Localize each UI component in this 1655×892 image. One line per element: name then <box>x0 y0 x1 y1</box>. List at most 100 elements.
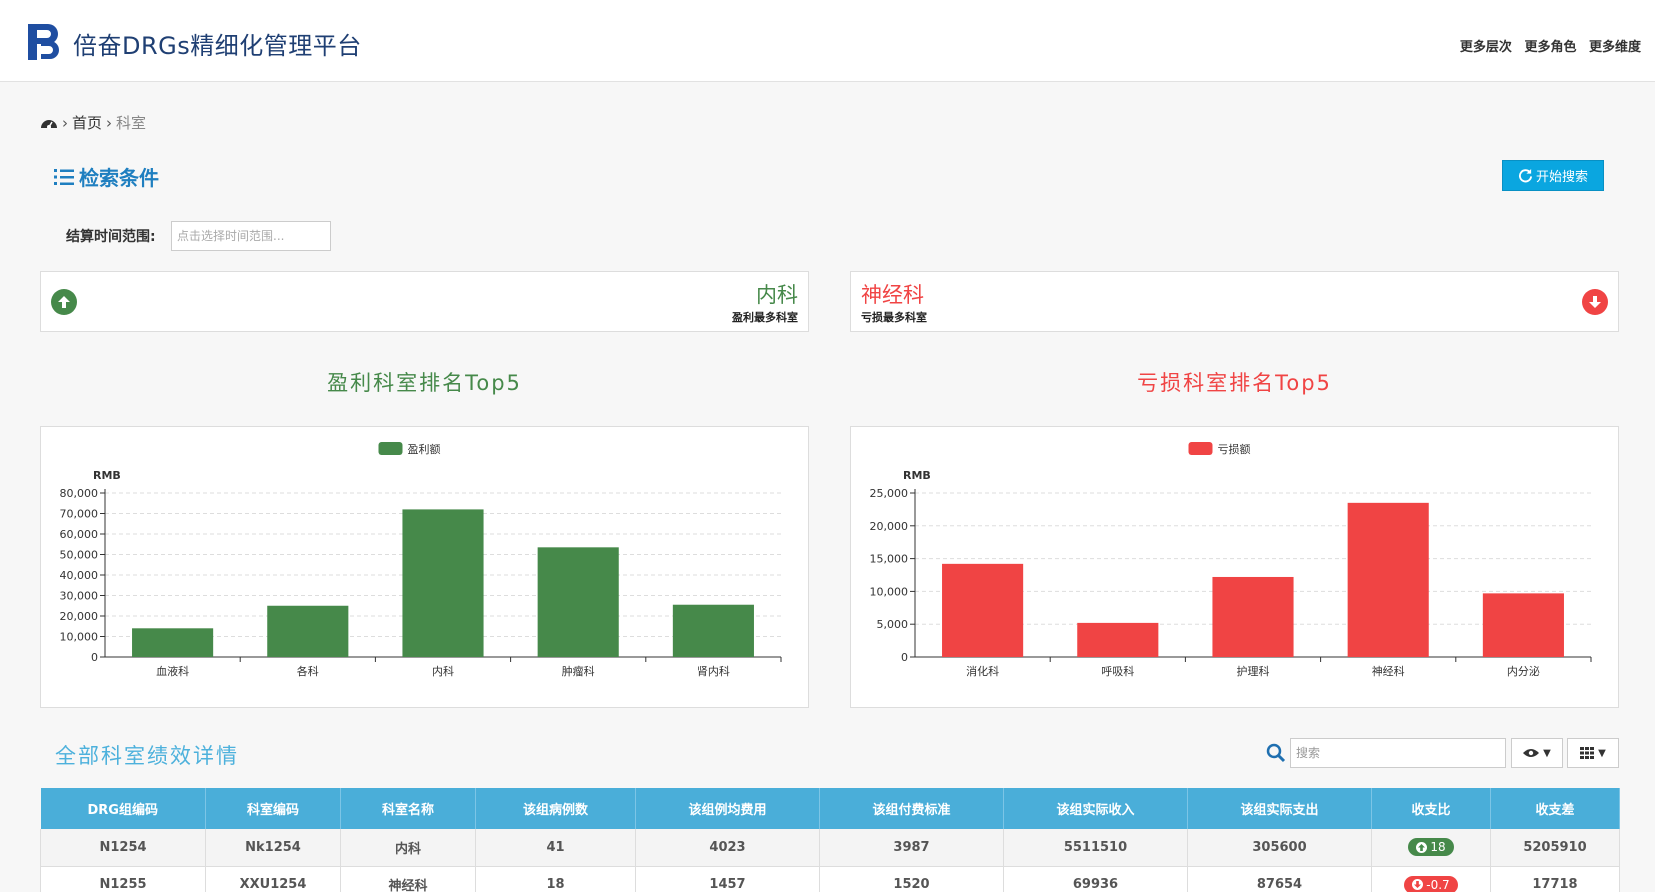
bar <box>672 604 754 657</box>
column-header[interactable]: 该组例均费用 <box>635 788 820 829</box>
table-cell: 17718 <box>1490 866 1620 892</box>
breadcrumb-home[interactable]: 首页 <box>72 114 103 132</box>
toggle-view-button[interactable]: ▼ <box>1511 738 1563 768</box>
x-tick-label: 呼吸科 <box>1101 664 1134 678</box>
column-header[interactable]: 科室编码 <box>205 788 341 829</box>
table-cell: 305600 <box>1187 829 1372 867</box>
link-more-levels[interactable]: 更多层次 <box>1459 40 1512 55</box>
x-tick-label: 肿瘤科 <box>562 664 595 678</box>
breadcrumb-separator: › <box>106 113 113 132</box>
y-tick-label: 60,000 <box>60 528 99 541</box>
start-search-button[interactable]: 开始搜索 <box>1502 160 1604 191</box>
legend-label: 盈利额 <box>408 443 441 456</box>
x-tick-label: 肾内科 <box>697 664 730 678</box>
loss-top-caption: 亏损最多科室 <box>861 311 927 324</box>
y-axis-label: RMB <box>93 469 121 482</box>
loss-top-dept: 神经科 <box>861 283 924 307</box>
y-tick-label: 15,000 <box>870 553 909 566</box>
link-more-roles[interactable]: 更多角色 <box>1524 40 1577 55</box>
table-cell: XXU1254 <box>205 866 341 892</box>
table-cell: 1520 <box>819 866 1004 892</box>
profit-chart-title: 盈利科室排名Top5 <box>327 371 522 395</box>
ratio-value: -0.7 <box>1426 877 1450 892</box>
x-tick-label: 各科 <box>297 664 319 678</box>
column-header[interactable]: 该组付费标准 <box>819 788 1004 829</box>
start-search-label: 开始搜索 <box>1535 170 1588 185</box>
table-cell: 3987 <box>819 829 1004 867</box>
columns-button[interactable]: ▼ <box>1567 738 1619 768</box>
profit-bar-chart: 盈利额 RMB 0 10,000 20,000 30,000 40,000 50,000 60,… <box>60 442 782 678</box>
chevron-down-icon: ▼ <box>1543 747 1551 759</box>
y-tick-label: 10,000 <box>870 585 909 598</box>
column-header[interactable]: 收支比 <box>1371 788 1491 829</box>
link-more-dimensions[interactable]: 更多维度 <box>1588 40 1641 55</box>
app-title: 倍奋DRGs精细化管理平台 <box>73 32 362 60</box>
column-header[interactable]: DRG组编码 <box>40 788 206 829</box>
profit-chart-panel: 盈利额 RMB 0 10,000 20,000 30,000 40,000 50,000 60,… <box>40 426 809 708</box>
table-cell: N1254 <box>40 829 206 867</box>
y-tick-label: 50,000 <box>60 549 99 562</box>
breadcrumb-current: 科室 <box>116 114 147 132</box>
y-tick-label: 0 <box>91 651 98 664</box>
y-tick-label: 70,000 <box>60 508 99 521</box>
search-icon[interactable] <box>1266 743 1286 763</box>
x-tick-label: 消化科 <box>966 664 999 678</box>
bar <box>1212 576 1294 657</box>
bar <box>942 563 1024 657</box>
table-cell: 87654 <box>1187 866 1372 892</box>
time-range-input[interactable] <box>171 221 331 251</box>
y-tick-label: 30,000 <box>60 590 99 603</box>
column-header[interactable]: 该组病例数 <box>475 788 636 829</box>
legend-label: 亏损额 <box>1218 442 1251 456</box>
time-range-label: 结算时间范围: <box>66 229 156 245</box>
table-cell: 41 <box>475 829 636 867</box>
x-tick-label: 内分泌 <box>1507 664 1540 678</box>
table-cell: -0.7 <box>1371 866 1491 892</box>
chart-legend: 盈利额 <box>378 442 441 456</box>
breadcrumb: › 首页 › 科室 <box>40 112 146 133</box>
table-cell: 内科 <box>340 829 476 867</box>
table-row[interactable]: N1254 Nk1254 内科 41 4023 3987 5511510 305… <box>40 829 1620 867</box>
column-header[interactable]: 收支差 <box>1490 788 1620 829</box>
details-title: 全部科室绩效详情 <box>55 744 239 768</box>
column-header[interactable]: 该组实际支出 <box>1187 788 1372 829</box>
column-header[interactable]: 该组实际收入 <box>1003 788 1188 829</box>
table-cell: N1255 <box>40 866 206 892</box>
dashboard-icon <box>41 119 57 129</box>
arrow-down-circle-icon <box>1582 289 1608 315</box>
table-header-row: DRG组编码 科室编码 科室名称 该组病例数 该组例均费用 该组付费标准 该组实… <box>40 788 1620 829</box>
column-header[interactable]: 科室名称 <box>340 788 476 829</box>
arrow-up-circle-icon <box>51 289 77 315</box>
pb-logo-icon[interactable] <box>28 24 60 60</box>
ratio-badge: -0.7 <box>1404 875 1458 892</box>
y-tick-label: 20,000 <box>60 610 99 623</box>
x-tick-label: 神经科 <box>1372 664 1405 678</box>
y-tick-label: 40,000 <box>60 569 99 582</box>
table-cell: 18 <box>475 866 636 892</box>
profit-top-dept: 内科 <box>756 283 798 307</box>
profit-top-caption: 盈利最多科室 <box>732 311 798 324</box>
refresh-icon <box>1518 168 1533 183</box>
table-cell: 69936 <box>1003 866 1188 892</box>
x-tick-label: 内科 <box>432 664 454 678</box>
table-row[interactable]: N1255 XXU1254 神经科 18 1457 1520 69936 876… <box>40 866 1620 892</box>
breadcrumb-separator: › <box>62 113 68 132</box>
top-bar: 倍奋DRGs精细化管理平台 更多层次 更多角色 更多维度 <box>0 0 1655 82</box>
x-tick-label: 血液科 <box>156 664 189 678</box>
bar <box>402 509 484 657</box>
table-cell: 4023 <box>635 829 820 867</box>
chevron-down-icon: ▼ <box>1598 747 1606 759</box>
table-cell: 18 <box>1371 829 1491 867</box>
table-cell: 5511510 <box>1003 829 1188 867</box>
y-tick-label: 20,000 <box>870 520 909 533</box>
bar <box>132 628 214 657</box>
bar <box>1482 593 1564 657</box>
filter-heading: 检索条件 <box>54 162 159 191</box>
table-search-input[interactable] <box>1290 738 1506 768</box>
y-tick-label: 25,000 <box>870 487 909 500</box>
arrow-up-circle-icon <box>1416 841 1428 853</box>
ratio-badge: 18 <box>1408 838 1454 857</box>
details-table: DRG组编码 科室编码 科室名称 该组病例数 该组例均费用 该组付费标准 该组实… <box>40 788 1620 892</box>
loss-chart-panel: 亏损额 RMB 0 5,000 10,000 15,000 20,000 25,000 消化科 呼… <box>850 426 1619 708</box>
arrow-down-circle-icon <box>1412 879 1424 890</box>
